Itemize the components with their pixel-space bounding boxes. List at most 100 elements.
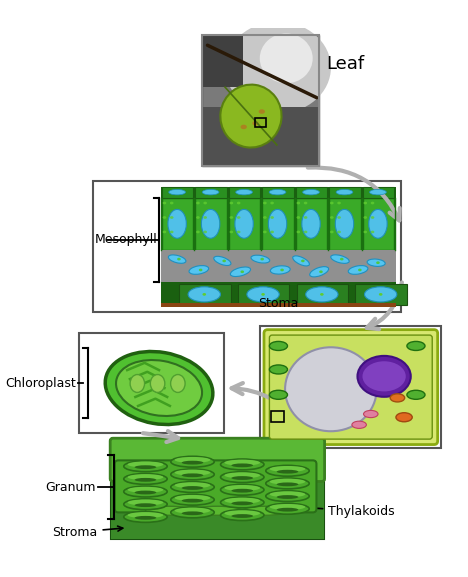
Ellipse shape (128, 512, 163, 518)
Ellipse shape (168, 209, 186, 238)
Bar (161, 187, 396, 197)
Ellipse shape (304, 201, 307, 204)
Ellipse shape (268, 209, 287, 238)
Ellipse shape (330, 231, 334, 233)
Ellipse shape (128, 462, 163, 467)
Ellipse shape (337, 231, 341, 233)
Ellipse shape (277, 508, 299, 512)
Ellipse shape (128, 500, 163, 505)
Ellipse shape (170, 201, 174, 204)
Bar (296, 197, 327, 250)
Ellipse shape (182, 511, 204, 515)
Ellipse shape (124, 474, 167, 484)
Bar (179, 283, 231, 305)
Ellipse shape (163, 201, 166, 204)
FancyBboxPatch shape (270, 335, 432, 439)
Ellipse shape (135, 465, 156, 469)
Ellipse shape (220, 85, 282, 148)
Ellipse shape (407, 342, 425, 350)
Bar (262, 197, 294, 250)
Ellipse shape (270, 492, 305, 497)
Ellipse shape (202, 189, 219, 195)
Ellipse shape (301, 260, 305, 263)
Ellipse shape (171, 374, 185, 392)
Ellipse shape (222, 260, 226, 263)
Bar (195, 197, 227, 250)
Ellipse shape (396, 413, 412, 422)
Ellipse shape (335, 209, 354, 238)
Ellipse shape (182, 499, 204, 503)
Bar (355, 283, 407, 305)
Ellipse shape (201, 209, 220, 238)
Ellipse shape (292, 256, 309, 266)
Ellipse shape (124, 486, 167, 497)
Ellipse shape (230, 216, 233, 219)
Ellipse shape (128, 487, 163, 493)
Ellipse shape (390, 394, 405, 402)
Bar (297, 283, 348, 305)
Text: Mesophyll: Mesophyll (95, 233, 158, 246)
Bar (202, 107, 319, 166)
Ellipse shape (369, 209, 387, 238)
Ellipse shape (135, 516, 156, 520)
Bar (255, 118, 266, 127)
Ellipse shape (371, 216, 374, 219)
Ellipse shape (320, 293, 324, 296)
Ellipse shape (230, 267, 250, 276)
Ellipse shape (365, 287, 397, 302)
Bar (296, 187, 327, 197)
Ellipse shape (266, 490, 309, 501)
Ellipse shape (237, 201, 241, 204)
Ellipse shape (175, 495, 210, 501)
Bar (80, 334, 224, 433)
Ellipse shape (163, 231, 166, 233)
Ellipse shape (379, 293, 382, 296)
FancyBboxPatch shape (264, 329, 438, 444)
Bar (363, 197, 394, 250)
Ellipse shape (266, 478, 309, 489)
Bar (202, 35, 319, 166)
Ellipse shape (225, 510, 260, 516)
Ellipse shape (337, 216, 341, 219)
Bar (329, 197, 361, 250)
Ellipse shape (130, 374, 145, 392)
Ellipse shape (225, 21, 331, 114)
FancyBboxPatch shape (115, 460, 316, 512)
Ellipse shape (175, 482, 210, 488)
Ellipse shape (269, 189, 286, 195)
Ellipse shape (175, 508, 210, 514)
Ellipse shape (189, 265, 209, 274)
Ellipse shape (124, 461, 167, 471)
Ellipse shape (204, 216, 207, 219)
Bar (195, 187, 227, 197)
Ellipse shape (150, 374, 165, 392)
Ellipse shape (364, 201, 367, 204)
Ellipse shape (263, 216, 267, 219)
Ellipse shape (330, 201, 334, 204)
Ellipse shape (135, 478, 156, 482)
Ellipse shape (171, 507, 214, 518)
Ellipse shape (266, 466, 309, 476)
Ellipse shape (358, 356, 411, 397)
Ellipse shape (407, 390, 425, 399)
Ellipse shape (364, 231, 367, 233)
Ellipse shape (230, 201, 233, 204)
Ellipse shape (371, 201, 374, 204)
Ellipse shape (203, 293, 206, 296)
Ellipse shape (271, 201, 274, 204)
Ellipse shape (170, 216, 174, 219)
Ellipse shape (310, 267, 329, 277)
Ellipse shape (177, 258, 181, 260)
Ellipse shape (303, 189, 319, 195)
Ellipse shape (170, 231, 174, 233)
Ellipse shape (270, 390, 287, 399)
Ellipse shape (371, 231, 374, 233)
Ellipse shape (263, 201, 267, 204)
Ellipse shape (214, 256, 231, 265)
Ellipse shape (330, 216, 334, 219)
Bar (161, 250, 396, 282)
Ellipse shape (242, 506, 287, 515)
Ellipse shape (220, 484, 264, 495)
Ellipse shape (285, 347, 377, 431)
Ellipse shape (367, 259, 385, 267)
